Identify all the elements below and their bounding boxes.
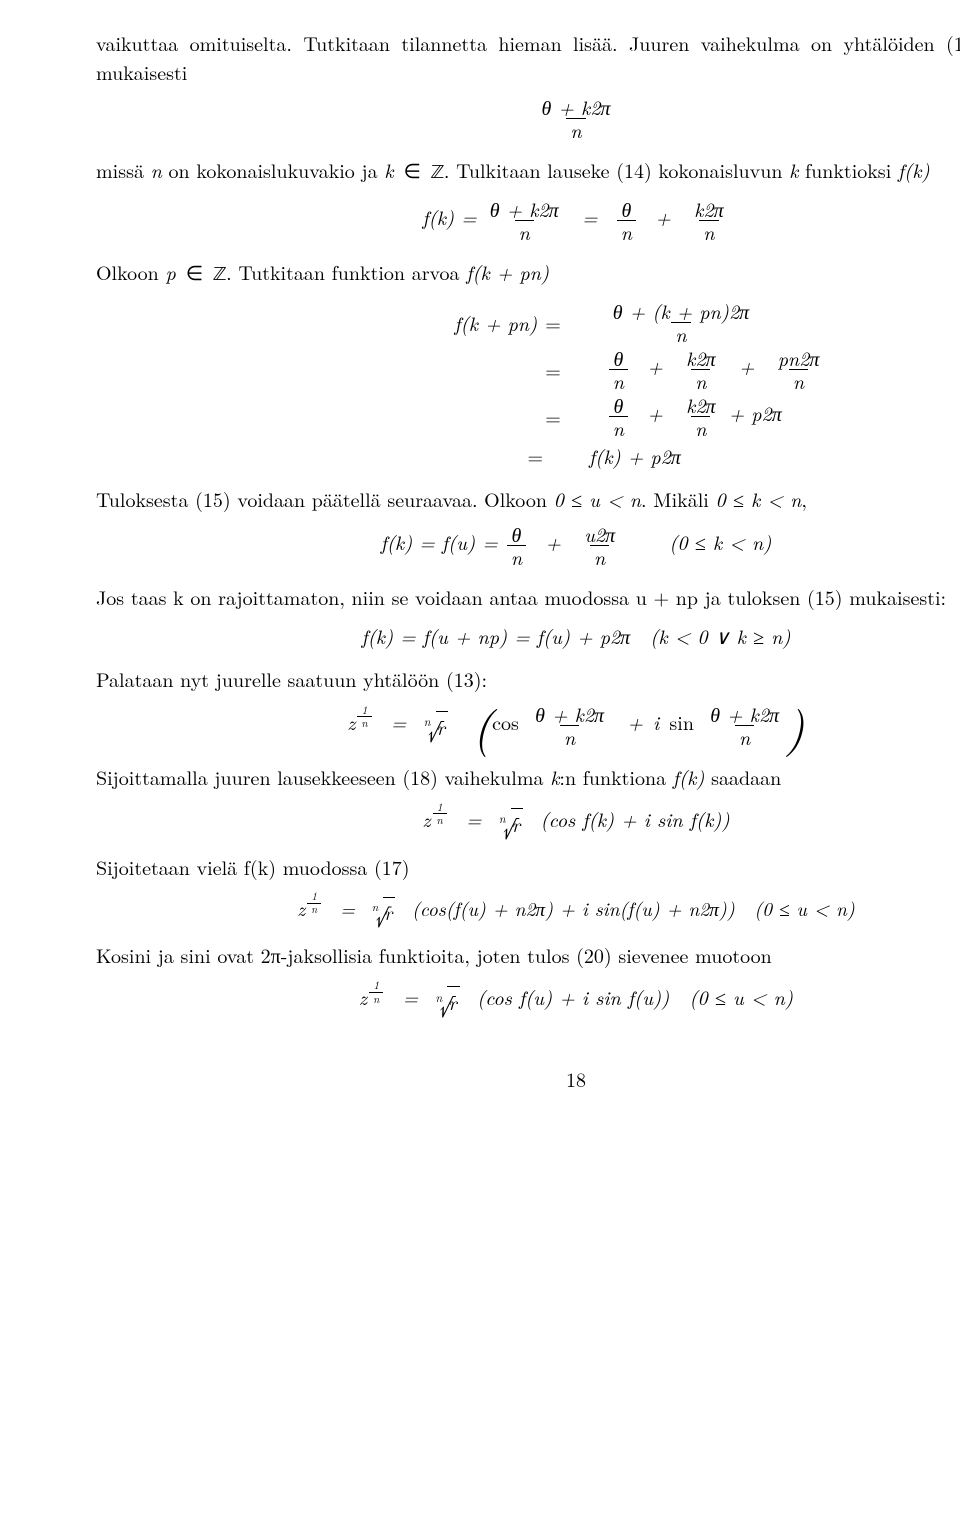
sym-n: n	[151, 155, 162, 184]
cos-label: cos	[492, 707, 519, 736]
eqfk-lhs: f(k) =	[422, 202, 483, 231]
para2-d: funktioksi	[798, 155, 898, 184]
para-1: vaikuttaa omituiselta. Tutkitaan tilanne…	[96, 28, 960, 86]
para4-a: Tuloksesta (15) voidaan päätellä seuraav…	[96, 484, 554, 513]
para-9: Kosini ja sini ovat 2π-jaksollisia funkt…	[96, 940, 960, 969]
equation-19: z1n = n√r (cos f(k) + i sin f(k)) (19)	[96, 801, 960, 838]
eqfk-f3d: n	[699, 220, 718, 243]
sym-Z: ℤ	[431, 163, 444, 183]
eq-sign4: =	[527, 441, 543, 470]
eqf-exp-d: n	[369, 992, 383, 1005]
i-sym: i	[653, 707, 659, 736]
eq15-r4: f(k) + p2π	[589, 441, 681, 470]
eq18-exp-d: n	[357, 716, 371, 729]
eq16-f1d: n	[507, 545, 526, 568]
eq16-lhs: f(k) = f(u) =	[381, 527, 505, 556]
para2-a: missä	[96, 155, 151, 184]
para3-a: Olkoon	[96, 257, 165, 286]
eq15-r3bd: n	[691, 416, 710, 439]
root-r3: r	[383, 897, 395, 926]
para7-b: :n funktiona	[559, 762, 672, 791]
eq20-exp-n: 1	[307, 891, 321, 903]
eq16-cond: (0 ≤ k < n)	[669, 527, 771, 556]
eq20-body: (cos(f(u) + n2π) + i sin(f(u) + n2π)) (0…	[412, 894, 855, 922]
para-2: missä n on kokonaislukuvakio ja k ∈ ℤ. T…	[96, 155, 960, 188]
sym-fkpn: f(k + pn)	[466, 257, 549, 286]
root-r: r	[436, 711, 448, 741]
eq-sign: =	[545, 308, 561, 337]
sym-z2: z	[422, 804, 430, 833]
eq19-exp-d: n	[433, 813, 447, 826]
eq15-r3tail: + p2π	[729, 398, 782, 427]
eq15-r2bd: n	[691, 369, 710, 392]
para-3: Olkoon p ∈ ℤ. Tutkitaan funktion arvoa f…	[96, 257, 960, 290]
sym-n3: n	[790, 484, 801, 513]
eq15-lhs: f(k + pn)	[454, 308, 537, 337]
sym-z3: z	[297, 894, 305, 922]
para7-c: saadaan	[704, 762, 781, 791]
para7-a: Sijoittamalla juuren lausekkeeseen (18) …	[96, 762, 550, 791]
sym-z4: z	[359, 982, 367, 1011]
eq14-denom: n	[566, 118, 585, 141]
sym-k: k	[384, 155, 393, 184]
para-8: Sijoitetaan vielä f(k) muodossa (17)	[96, 852, 960, 881]
para-5: Jos taas k on rajoittamaton, niin se voi…	[96, 582, 960, 611]
page-number: 18	[96, 1064, 960, 1093]
root-r4: r	[447, 986, 459, 1016]
eq15-r2ad: n	[609, 369, 628, 392]
equation-17: f(k) = f(u + np) = f(u) + p2π (k < 0 ∨ k…	[96, 621, 960, 650]
eq-sign2: =	[545, 355, 561, 384]
eq19-body: (cos f(k) + i sin f(k))	[540, 804, 729, 833]
para2-b: on kokonaislukuvakio ja	[162, 155, 384, 184]
sym-Z2: ℤ	[213, 265, 226, 285]
eq15-r1d: n	[671, 322, 690, 345]
eqfk-f1d: n	[515, 220, 534, 243]
eq15-r3ad: n	[609, 416, 628, 439]
eq18-cd: n	[560, 725, 579, 748]
para-6: Palataan nyt juurelle saatuun yhtälöön (…	[96, 664, 960, 693]
equation-14: θ + k2π n (14)	[96, 96, 960, 141]
sym-in2: ∈	[186, 257, 203, 286]
sym-p: p	[165, 257, 175, 286]
sym-k4: k	[550, 762, 559, 791]
eqfk-f2d: n	[617, 220, 636, 243]
eq16-f2d: n	[590, 545, 609, 568]
sin-label: sin	[669, 707, 694, 736]
sym-k2: k	[789, 155, 798, 184]
equation-15: f(k + pn) = θ + (k + pn)2π n = θn + k2πn…	[96, 300, 960, 470]
equation-fk: f(k) = θ + k2π n = θ n + k2π n	[96, 198, 960, 243]
eqf-body: (cos f(u) + i sin f(u)) (0 ≤ u < n)	[477, 982, 793, 1011]
para3-b: . Tutkitaan funktion arvoa	[226, 257, 466, 286]
para-7: Sijoittamalla juuren lausekkeeseen (18) …	[96, 762, 960, 791]
equation-18: z1n = n√r ( cos θ + k2πn + i sin θ + k2π…	[96, 703, 960, 748]
eq-sign3: =	[545, 402, 561, 431]
para4-b: . Mikäli	[641, 484, 715, 513]
root-r2: r	[511, 808, 523, 838]
equation-20: z1n = n√r (cos(f(u) + n2π) + i sin(f(u) …	[96, 891, 960, 927]
eqf-exp-n: 1	[369, 979, 383, 991]
para4-c: ,	[801, 484, 807, 513]
equation-final: z1n = n√r (cos f(u) + i sin f(u)) (0 ≤ u…	[96, 979, 960, 1016]
sym-in: ∈	[403, 155, 420, 184]
eq15-r2cd: n	[789, 369, 808, 392]
sym-fk: f(k)	[898, 155, 930, 184]
sym-n2: n	[630, 484, 641, 513]
sym-k3: k	[751, 484, 760, 513]
para2-c: . Tulkitaan lauseke (14) kokonaisluvun	[444, 155, 789, 184]
eq20-exp-d: n	[307, 903, 321, 916]
equation-16: f(k) = f(u) = θn + u2πn (0 ≤ k < n) (16)	[96, 523, 960, 568]
eq18-sd: n	[735, 725, 754, 748]
sym-fk2: f(k)	[673, 762, 705, 791]
para-4: Tuloksesta (15) voidaan päätellä seuraav…	[96, 484, 960, 513]
eq17-body: f(k) = f(u + np) = f(u) + p2π (k < 0 ∨ k…	[361, 621, 790, 650]
